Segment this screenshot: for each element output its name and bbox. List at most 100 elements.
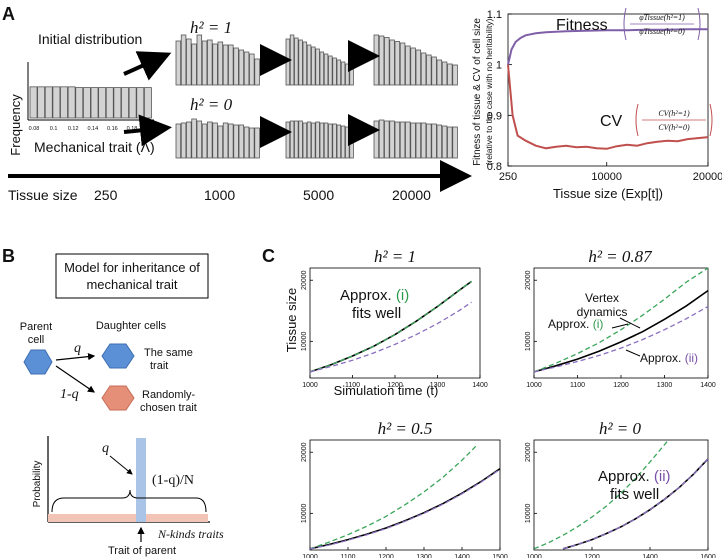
histogram-bar <box>243 126 250 159</box>
chart-frame <box>309 267 481 379</box>
panel-letter-c: C <box>262 246 275 266</box>
chart-a-ylabel: Fitness of tissue & CV of cell size <box>472 18 483 166</box>
histogram-bar <box>105 87 114 119</box>
histogram-bar <box>201 123 208 159</box>
growth-chart-h2-0: h² = 0 1000 1200 1400 1600 10000 20000 <box>525 419 716 558</box>
legend-fitness: Fitness <box>556 17 608 34</box>
x-tick-label: 1000 <box>526 382 542 389</box>
note-approx-i-fits-2: fits well <box>352 305 401 322</box>
parent-cell-hexagon <box>23 349 53 375</box>
series-line <box>309 468 501 550</box>
histogram-bar <box>319 51 325 86</box>
growth-chart-h2-0.87: h² = 0.87 1000 1100 1200 1300 1400 10000 20000 <box>525 247 716 389</box>
histogram-bar <box>186 38 192 86</box>
histogram-bar <box>378 35 385 86</box>
y-tick-label: 10000 <box>525 331 532 351</box>
x-tick-label: 1300 <box>657 382 673 389</box>
note-approx-ii: Approx. (ii) <box>640 351 698 365</box>
legend-denominator: φTissue(h²=0) <box>639 27 685 36</box>
histogram-bar <box>67 86 76 119</box>
histogram-bar <box>186 121 192 159</box>
daughter-random-hexagon <box>101 385 135 411</box>
histogram-bar <box>336 124 342 159</box>
x-tick-label: 1100 <box>345 382 360 389</box>
histogram-bar <box>217 125 224 159</box>
histogram-bar <box>191 43 197 86</box>
probability-axis-label: Probability <box>32 461 43 508</box>
y-tick-label: 10000 <box>525 503 532 523</box>
h2-equals-0-label: h² = 0 <box>190 95 233 114</box>
series-line <box>533 289 709 373</box>
x-tick-label: 1200 <box>387 382 403 389</box>
histogram-bar <box>254 58 260 86</box>
histogram-bar <box>384 120 390 159</box>
chart-title: h² = 1 <box>374 247 416 266</box>
trait-of-parent-label: Trait of parent <box>108 545 176 557</box>
chart-a-y-tick: 0.8 <box>487 161 502 173</box>
histogram-bar <box>233 124 239 159</box>
histogram-bar <box>212 122 218 159</box>
c-sim-time-label: Simulation time (t) <box>334 383 439 398</box>
histogram-bar <box>315 48 320 86</box>
chart-a-ylabel2: (relative to the case with no heritabili… <box>484 18 494 165</box>
histogram-bar <box>238 124 245 159</box>
chart-title: h² = 0.5 <box>378 419 433 438</box>
trait-tick-label: 0.14 <box>87 126 98 132</box>
histogram-h1-step2 <box>285 34 354 86</box>
histogram-bar <box>452 126 458 159</box>
histogram-bar <box>447 126 453 159</box>
histogram-bar <box>191 118 197 159</box>
histogram-bar <box>373 120 380 159</box>
histogram-bar <box>415 49 422 86</box>
histogram-bar <box>306 44 312 86</box>
histogram-bar <box>420 52 427 86</box>
x-tick-label: 1200 <box>584 554 600 558</box>
trait-tick-label: 0.12 <box>68 126 79 132</box>
histogram-bar <box>349 64 354 86</box>
series-line <box>533 305 709 373</box>
histogram-bar <box>222 44 229 86</box>
trait-tick-label: 0.08 <box>29 126 40 132</box>
histogram-h1-step1 <box>175 34 260 86</box>
trait-tick-label: 0.18 <box>127 126 138 132</box>
histogram-bar <box>323 122 329 159</box>
histogram-bar <box>436 124 443 159</box>
random-trait-2: chosen trait <box>140 402 197 414</box>
chart-a-x-tick: 10000 <box>591 171 622 183</box>
x-tick-label: 1400 <box>700 382 716 389</box>
chart-frame <box>533 439 709 551</box>
histogram-bar <box>420 122 427 159</box>
histogram-bar <box>389 120 395 159</box>
histogram-bar <box>345 63 350 86</box>
x-tick-label: 1100 <box>570 382 585 389</box>
x-tick-label: 1000 <box>526 554 542 558</box>
histogram-bar <box>98 87 107 119</box>
histogram-bar <box>212 43 218 86</box>
growth-chart-h2-0.5: h² = 0.5 1000 1100 1200 1300 1400 1500 10000 200… <box>301 419 508 558</box>
histogram-bar <box>90 87 99 119</box>
tissue-size-250: 250 <box>94 187 118 203</box>
parent-trait-bar <box>136 438 146 522</box>
x-tick-label: 1400 <box>472 382 488 389</box>
trait-tick-label: 0.16 <box>107 126 118 132</box>
histogram-bar <box>340 125 346 159</box>
fitness-cv-chart: 0.8 0.9 1 1.1 250 10000 20000 Tissue size (Exp[… <box>472 7 722 201</box>
histogram-bar <box>37 86 46 119</box>
y-tick-label: 10000 <box>301 503 308 523</box>
x-tick-label: 1300 <box>416 554 432 558</box>
transition-arrows <box>123 40 380 148</box>
histogram-bar <box>394 121 401 159</box>
histogram-h0-step3 <box>373 119 458 159</box>
model-box-line-2: mechanical trait <box>86 277 177 292</box>
histogram-bar <box>336 59 342 86</box>
histogram-bar <box>44 86 53 119</box>
histogram-bar <box>426 123 432 159</box>
histogram-bar <box>180 34 187 86</box>
q-label: q <box>74 341 81 356</box>
histogram-bar <box>384 37 390 86</box>
one-minus-q-label: 1-q <box>60 387 79 402</box>
daughter-same-hexagon <box>101 343 135 369</box>
histogram-bar <box>311 122 316 159</box>
trait-tick-label: 0.1 <box>50 126 58 132</box>
histogram-bar <box>302 41 308 86</box>
